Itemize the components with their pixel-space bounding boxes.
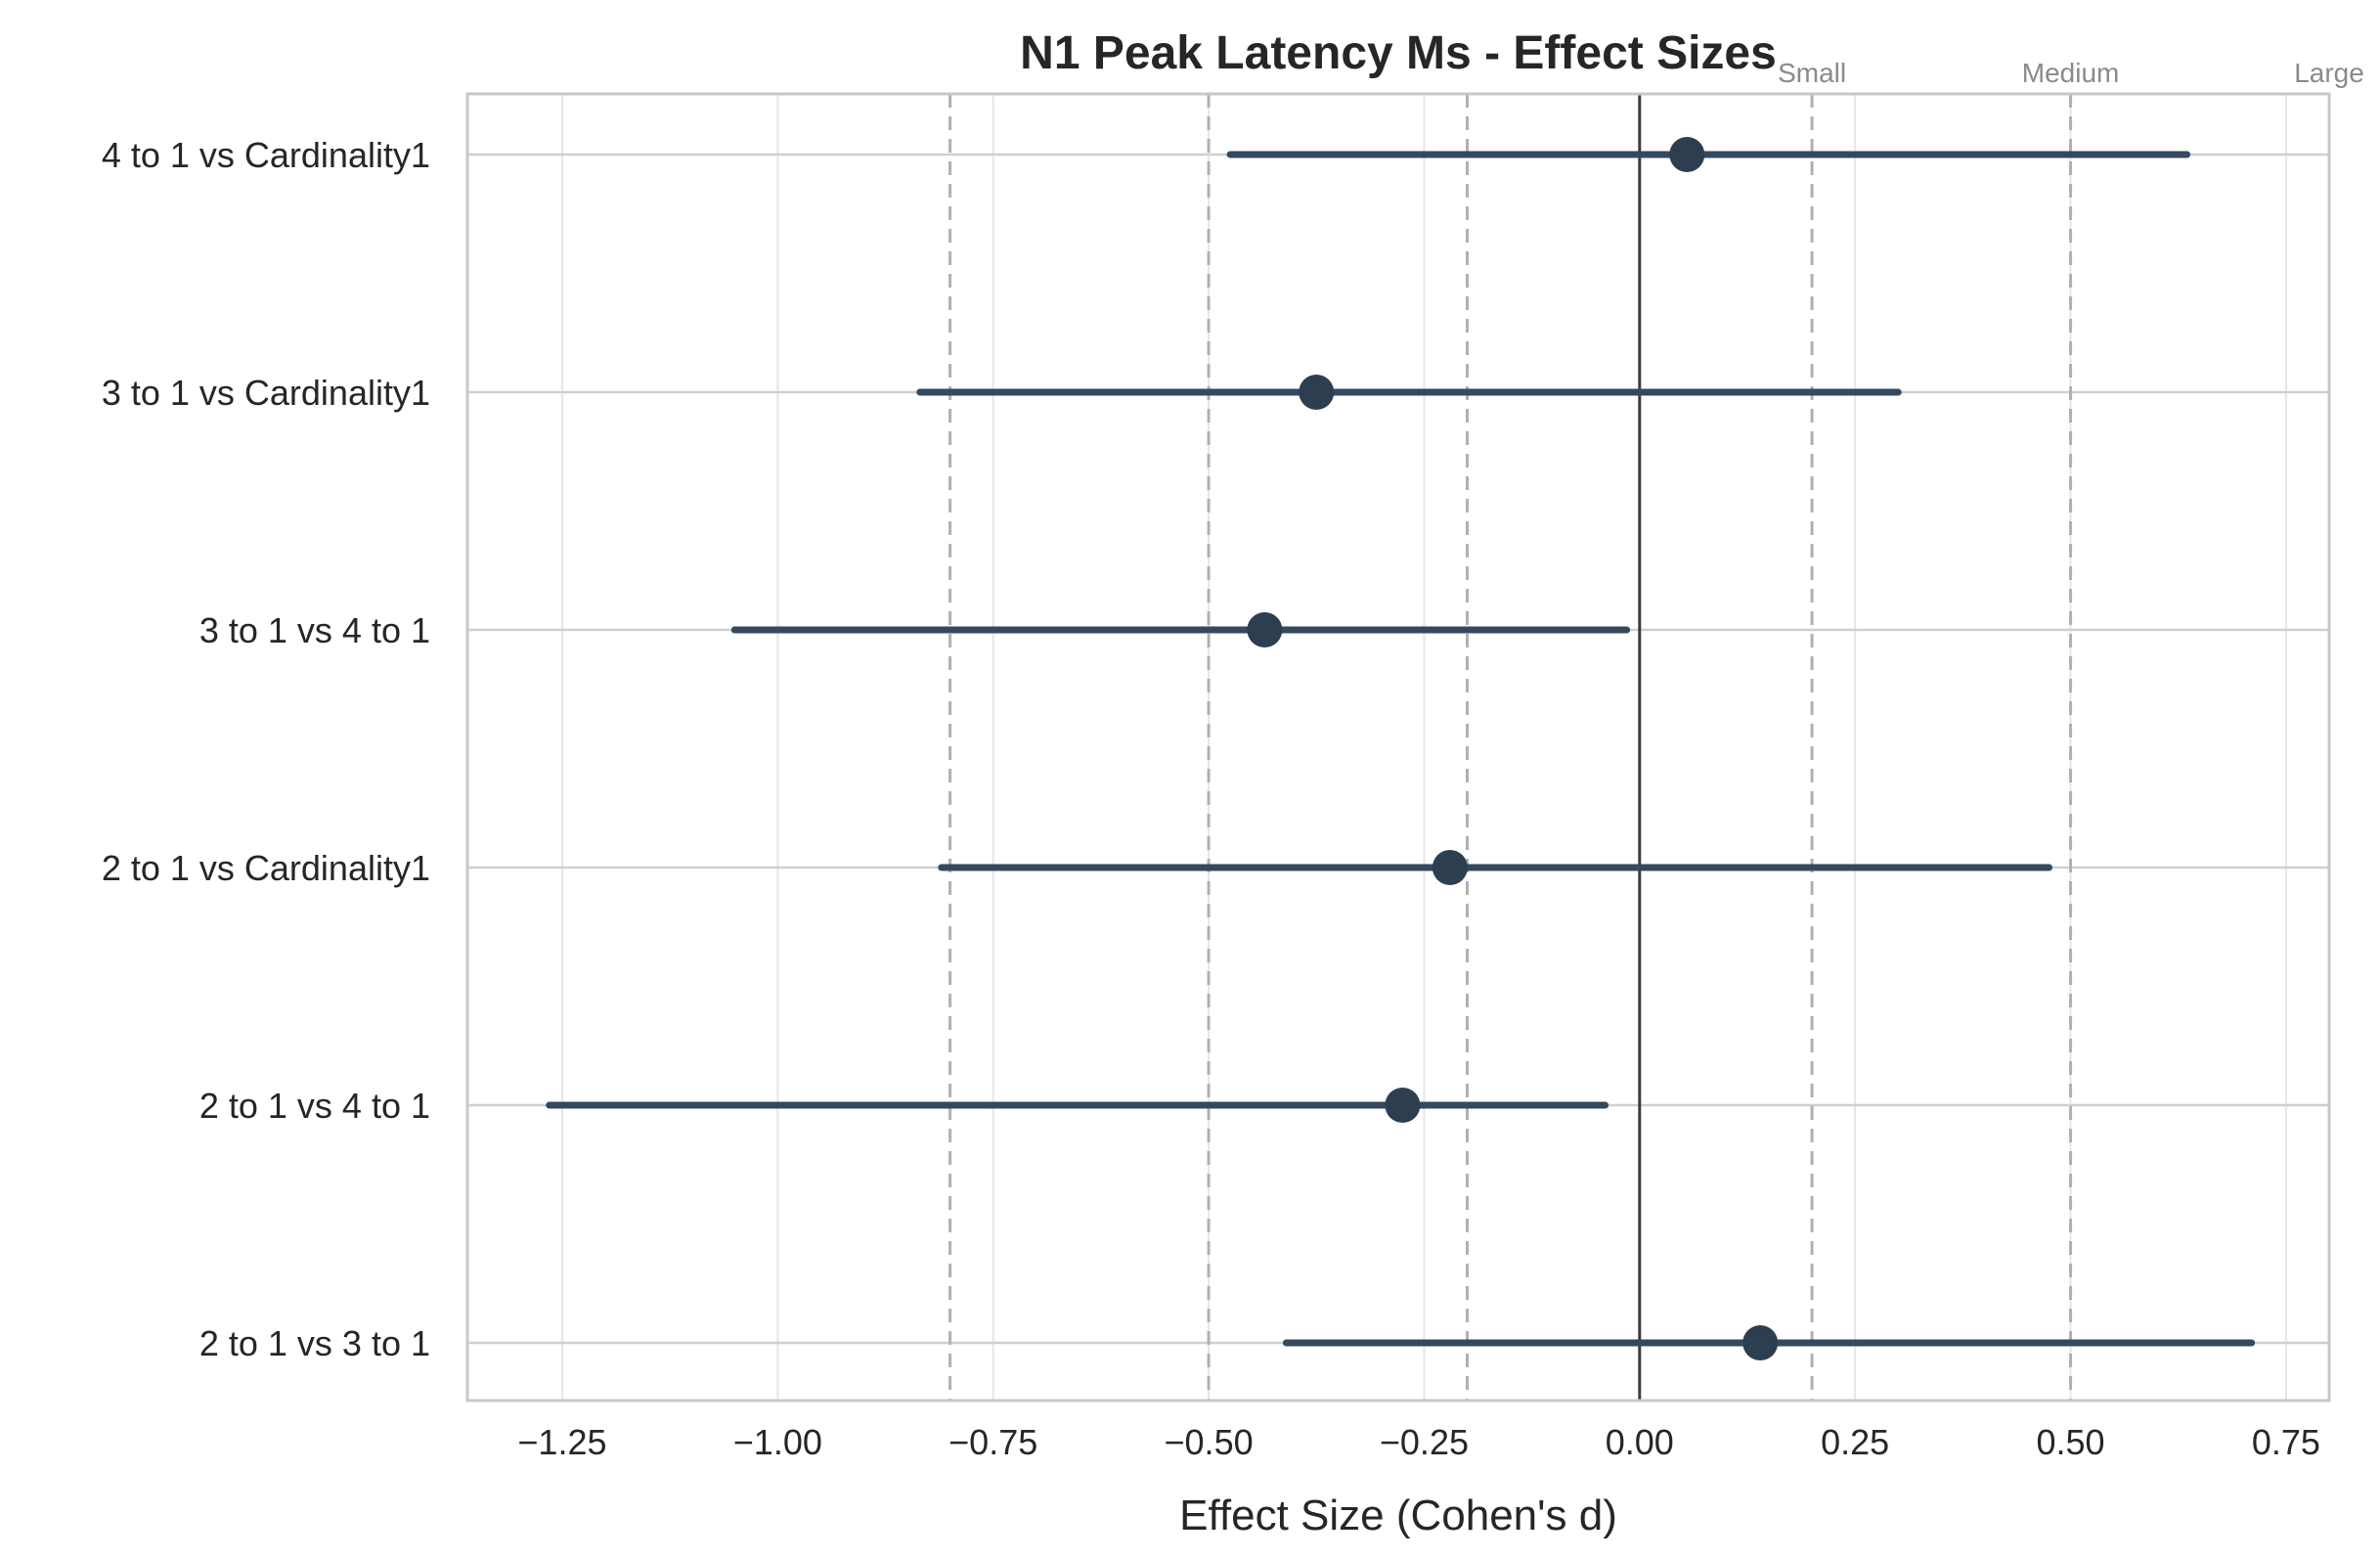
plot-frame [465, 92, 2331, 1403]
x-tick-label: 0.00 [1606, 1422, 1674, 1462]
effect-size-point [1669, 137, 1705, 172]
y-tick-label: 2 to 1 vs 4 to 1 [199, 1086, 430, 1126]
x-axis-label: Effect Size (Cohen's d) [1179, 1492, 1617, 1539]
y-tick-label: 3 to 1 vs 4 to 1 [199, 610, 430, 650]
effect-size-point [1299, 375, 1335, 410]
y-tick-label: 2 to 1 vs 3 to 1 [199, 1323, 430, 1363]
x-tick-label: 0.50 [2037, 1422, 2105, 1462]
plot-area: Small Medium Large −1.25 −1.00 −0.75 −0.50 −0.2… [102, 58, 2364, 1462]
effect-size-point [1742, 1325, 1779, 1360]
reference-line-label: Small [1778, 58, 1846, 88]
x-tick-label: −0.75 [948, 1422, 1037, 1462]
chart-title: N1 Peak Latency Ms - Effect Sizes [1020, 27, 1777, 79]
y-tick-label: 3 to 1 vs Cardinality1 [102, 373, 430, 413]
x-tick-label: −1.00 [733, 1422, 822, 1462]
x-tick-label: 0.25 [1821, 1422, 1889, 1462]
effect-size-point [1247, 612, 1283, 647]
y-tick-label: 2 to 1 vs Cardinality1 [102, 848, 430, 888]
reference-line-label: Medium [2022, 58, 2120, 88]
x-tick-label: 0.75 [2252, 1422, 2320, 1462]
x-tick-label: −0.50 [1165, 1422, 1254, 1462]
x-tick-label: −1.25 [517, 1422, 606, 1462]
effect-size-point [1385, 1088, 1421, 1123]
reference-line-label: Large [2294, 58, 2364, 88]
y-tick-label: 4 to 1 vs Cardinality1 [102, 135, 430, 175]
effect-size-point [1432, 850, 1468, 885]
x-tick-label: −0.25 [1380, 1422, 1469, 1462]
